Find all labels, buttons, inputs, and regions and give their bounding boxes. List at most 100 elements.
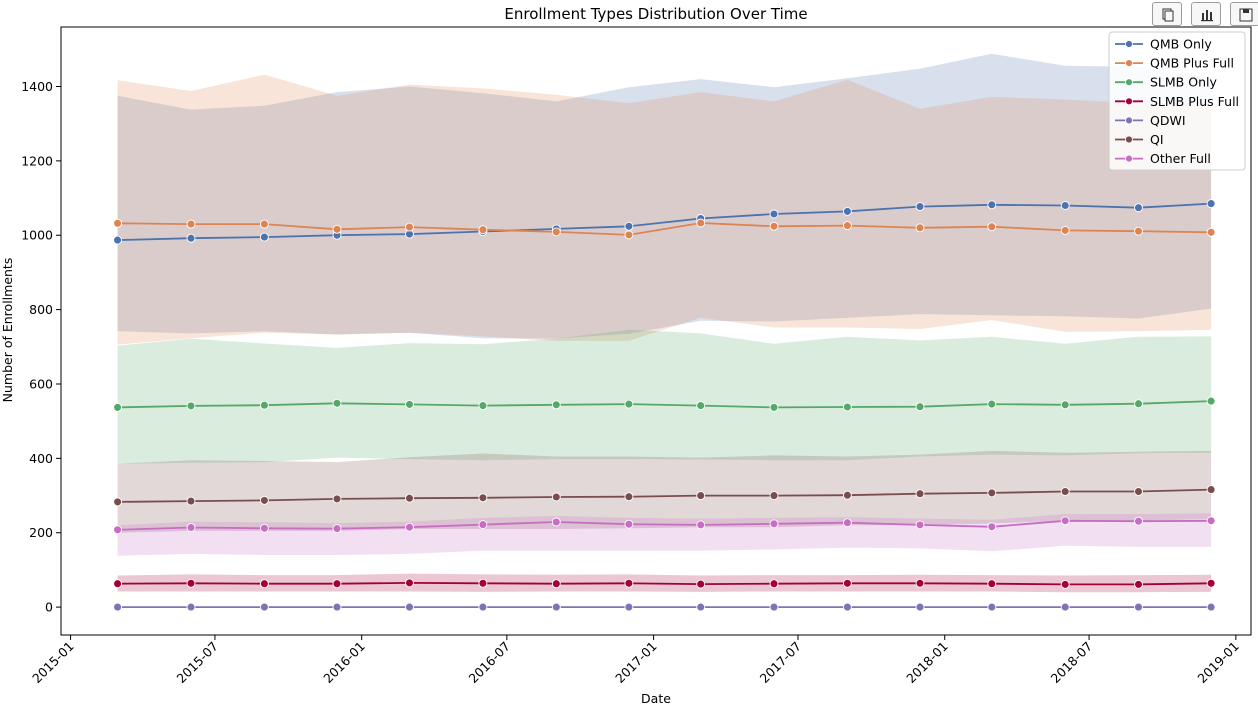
data-point[interactable] (332, 398, 342, 408)
data-point[interactable] (113, 579, 123, 589)
data-point[interactable] (405, 602, 414, 612)
data-point[interactable] (113, 218, 123, 228)
data-point[interactable] (696, 491, 706, 501)
data-point[interactable] (769, 221, 779, 231)
data-point[interactable] (551, 517, 561, 527)
data-point[interactable] (1134, 516, 1143, 526)
data-point[interactable] (113, 602, 123, 612)
data-point[interactable] (551, 227, 561, 237)
data-point[interactable] (987, 399, 997, 409)
data-point[interactable] (624, 492, 634, 502)
data-point[interactable] (769, 402, 779, 412)
data-point[interactable] (842, 490, 852, 500)
data-point[interactable] (186, 578, 196, 588)
data-point[interactable] (113, 402, 123, 412)
data-point[interactable] (113, 525, 123, 535)
data-point[interactable] (1206, 227, 1216, 237)
data-point[interactable] (478, 493, 488, 503)
data-point[interactable] (1134, 226, 1143, 236)
data-point[interactable] (915, 520, 925, 530)
data-point[interactable] (696, 218, 706, 228)
data-point[interactable] (186, 602, 196, 612)
data-point[interactable] (842, 602, 852, 612)
data-point[interactable] (696, 579, 706, 589)
data-point[interactable] (1060, 579, 1070, 589)
data-point[interactable] (551, 400, 561, 410)
data-point[interactable] (769, 579, 779, 589)
data-point[interactable] (478, 520, 488, 530)
data-point[interactable] (186, 401, 196, 411)
data-point[interactable] (1134, 487, 1143, 496)
data-point[interactable] (478, 578, 488, 588)
data-point[interactable] (113, 235, 123, 245)
data-point[interactable] (259, 495, 269, 505)
data-point[interactable] (1206, 516, 1216, 526)
data-point[interactable] (987, 222, 997, 232)
data-point[interactable] (987, 488, 997, 498)
data-point[interactable] (1060, 602, 1070, 612)
data-point[interactable] (915, 602, 925, 612)
data-point[interactable] (842, 221, 852, 231)
data-point[interactable] (186, 496, 196, 506)
data-point[interactable] (1060, 201, 1070, 210)
data-point[interactable] (1206, 602, 1216, 612)
data-point[interactable] (1060, 487, 1070, 496)
data-point[interactable] (1134, 579, 1143, 589)
data-point[interactable] (259, 400, 269, 410)
data-point[interactable] (332, 524, 342, 534)
data-point[interactable] (624, 221, 634, 231)
data-point[interactable] (769, 209, 779, 219)
data-point[interactable] (769, 491, 779, 501)
data-point[interactable] (405, 578, 414, 588)
data-point[interactable] (259, 579, 269, 589)
data-point[interactable] (987, 579, 997, 589)
data-point[interactable] (1206, 199, 1216, 209)
data-point[interactable] (259, 232, 269, 242)
data-point[interactable] (915, 223, 925, 233)
data-point[interactable] (624, 230, 634, 240)
data-point[interactable] (1206, 485, 1216, 495)
data-point[interactable] (1134, 399, 1143, 409)
data-point[interactable] (332, 602, 342, 612)
data-point[interactable] (259, 602, 269, 612)
data-point[interactable] (113, 497, 123, 507)
data-point[interactable] (1060, 516, 1070, 526)
data-point[interactable] (915, 202, 925, 212)
chart-view-button[interactable] (1191, 2, 1221, 26)
data-point[interactable] (696, 401, 706, 411)
data-point[interactable] (624, 399, 634, 409)
data-point[interactable] (915, 402, 925, 412)
data-point[interactable] (842, 402, 852, 412)
data-point[interactable] (915, 578, 925, 588)
data-point[interactable] (1206, 578, 1216, 588)
data-point[interactable] (332, 224, 342, 234)
data-point[interactable] (915, 489, 925, 499)
data-point[interactable] (987, 200, 997, 210)
data-point[interactable] (1060, 225, 1070, 235)
data-point[interactable] (624, 602, 634, 612)
data-point[interactable] (1134, 602, 1143, 612)
data-point[interactable] (405, 399, 414, 409)
data-point[interactable] (332, 579, 342, 589)
data-point[interactable] (405, 493, 414, 503)
data-point[interactable] (405, 522, 414, 532)
data-point[interactable] (551, 602, 561, 612)
data-point[interactable] (842, 518, 852, 528)
data-point[interactable] (769, 602, 779, 612)
data-point[interactable] (259, 219, 269, 229)
data-point[interactable] (259, 523, 269, 533)
data-point[interactable] (769, 519, 779, 529)
data-point[interactable] (987, 522, 997, 532)
data-point[interactable] (478, 401, 488, 411)
copy-button[interactable] (1152, 2, 1182, 26)
save-button[interactable] (1230, 2, 1258, 26)
data-point[interactable] (186, 233, 196, 243)
data-point[interactable] (186, 523, 196, 532)
data-point[interactable] (842, 578, 852, 588)
data-point[interactable] (696, 602, 706, 612)
data-point[interactable] (1060, 400, 1070, 410)
data-point[interactable] (624, 578, 634, 588)
data-point[interactable] (842, 206, 852, 216)
data-point[interactable] (478, 225, 488, 235)
data-point[interactable] (405, 222, 414, 232)
